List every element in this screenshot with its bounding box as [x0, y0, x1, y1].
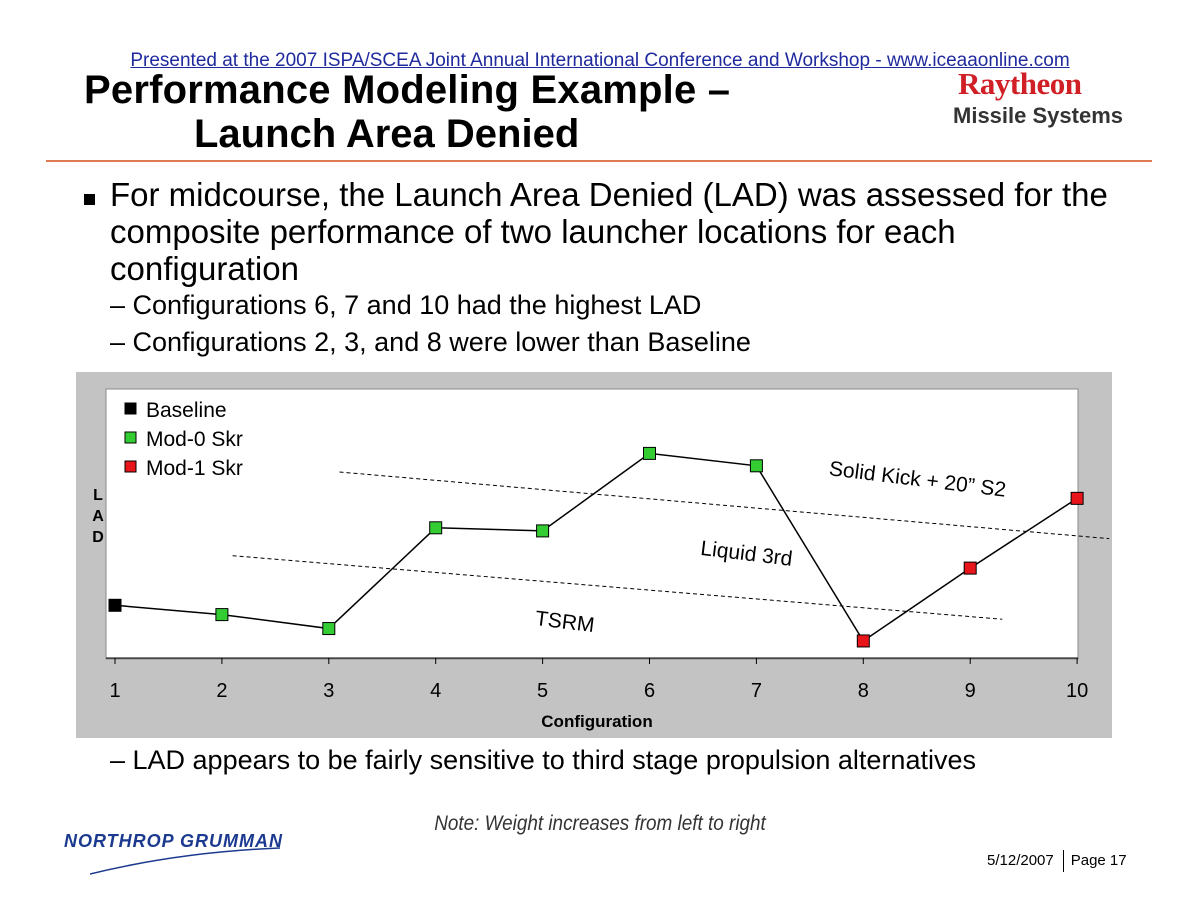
x-tick-label: 2: [216, 680, 227, 702]
data-point-mod-1-skr: [856, 634, 870, 648]
x-axis-label: Configuration: [541, 712, 652, 731]
logo-swoosh-icon: [90, 847, 280, 875]
weight-note: Note: Weight increases from left to righ…: [434, 812, 766, 835]
y-axis-label-letter: L: [93, 487, 103, 504]
x-tick-label: 4: [430, 680, 441, 702]
sub-bullet-1: – Configurations 6, 7 and 10 had the hig…: [110, 290, 702, 320]
bullet-square-icon: [84, 194, 95, 205]
chart-panel: L A D 1 2 3 4 5 6 7 8 9 10 Configuration Solid Kick + …: [76, 372, 1112, 738]
plot-area: [105, 388, 1079, 660]
x-tick-label: 7: [751, 680, 762, 702]
data-point-mod-1-skr: [963, 561, 977, 575]
data-point-mod-0-skr: [215, 608, 229, 622]
legend-marker-icon: [124, 431, 137, 444]
legend-marker-icon: [124, 460, 137, 473]
data-point-mod-1-skr: [1070, 491, 1084, 505]
title-divider: [46, 160, 1152, 162]
footer-date: 5/12/2007: [987, 851, 1054, 869]
data-point-mod-0-skr: [749, 459, 763, 473]
lad-series-line: [114, 452, 1078, 643]
raytheon-division: Missile Systems: [953, 103, 1123, 128]
x-tick-label: 8: [858, 680, 869, 702]
legend-entry: Mod-1 Skr: [146, 457, 243, 480]
legend-entry: Mod-0 Skr: [146, 428, 243, 451]
trend-line-tsrm: [232, 555, 1003, 620]
legend-marker-icon: [124, 402, 137, 415]
x-tick-label: 9: [965, 680, 976, 702]
x-tick-label: 10: [1066, 680, 1088, 702]
sub-bullet-2: – Configurations 2, 3, and 8 were lower …: [110, 327, 751, 357]
slide-title-line2: Launch Area Denied: [194, 112, 580, 156]
footer-page: Page 17: [1070, 851, 1127, 869]
data-point-mod-0-skr: [429, 521, 443, 535]
x-tick-label: 6: [644, 680, 655, 702]
data-point-mod-0-skr: [536, 524, 550, 538]
data-point-mod-0-skr: [322, 622, 336, 636]
data-point-mod-0-skr: [643, 446, 656, 460]
legend-entry: Baseline: [146, 399, 227, 422]
slide-title-line1: Performance Modeling Example –: [84, 68, 731, 112]
sub-bullet-3: – LAD appears to be fairly sensitive to …: [110, 745, 976, 775]
footer: 5/12/2007 Page 17: [987, 850, 1127, 872]
trend-line-liquid-3rd: [339, 471, 1110, 540]
northrop-grumman-logo: NORTHROP GRUMMAN: [64, 831, 283, 851]
x-tick-label: 3: [323, 680, 334, 702]
x-tick-label: 1: [109, 680, 120, 702]
footer-separator: [1062, 850, 1064, 872]
y-axis-label-letter: D: [92, 529, 104, 546]
y-axis-label-letter: A: [92, 508, 104, 525]
conference-banner: Presented at the 2007 ISPA/SCEA Joint An…: [130, 50, 1070, 71]
raytheon-logo: Raytheon: [958, 66, 1082, 101]
data-point-baseline: [108, 598, 122, 612]
x-tick-label: 5: [537, 680, 548, 702]
main-bullet: For midcourse, the Launch Area Denied (L…: [110, 176, 1108, 287]
